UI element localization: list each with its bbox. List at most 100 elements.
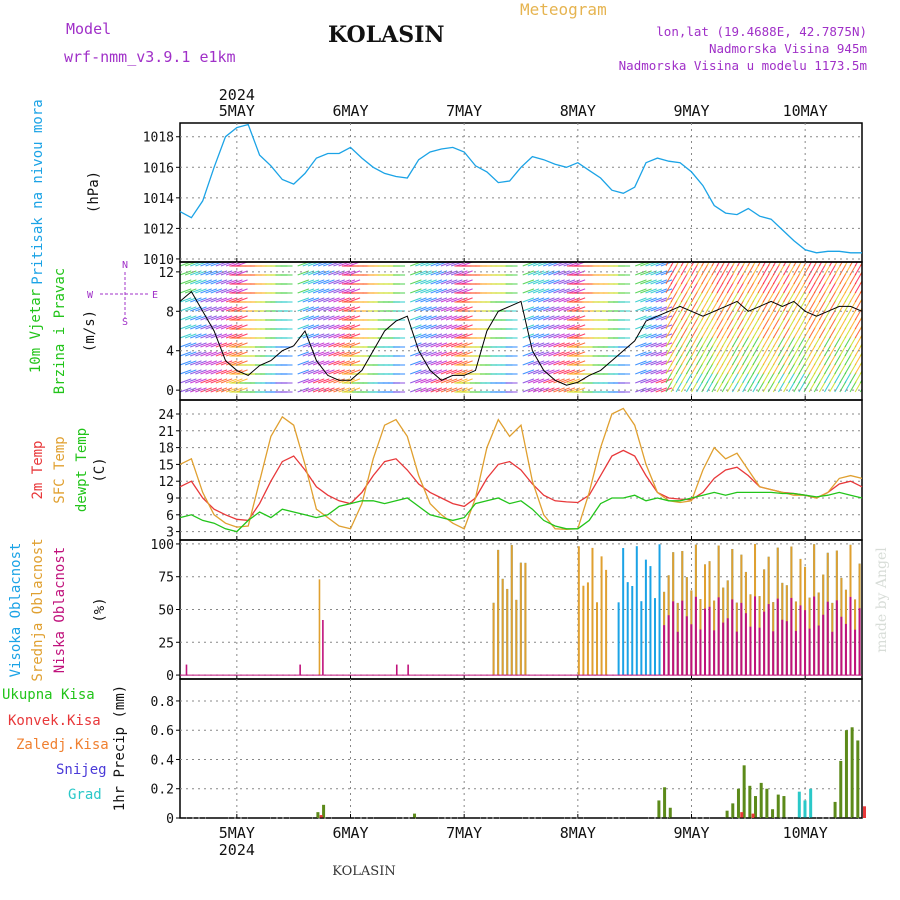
- precip-bar: [771, 809, 775, 818]
- series-line-dewpt-temp: [179, 491, 863, 533]
- cloud-bar: [667, 615, 670, 676]
- cloud-bar: [591, 547, 594, 676]
- cloud-bar: [744, 613, 747, 676]
- wind-unit: (m/s): [82, 310, 98, 352]
- cloud-bar: [694, 596, 697, 676]
- precip-bar: [663, 787, 667, 818]
- model-name: wrf-nmm_v3.9.1 e1km: [64, 48, 236, 66]
- cloud-bar: [735, 631, 738, 676]
- precip-legend-snow: Snijeg: [56, 762, 107, 778]
- y-tick-label: 0.2: [151, 783, 174, 798]
- cloud-bar: [731, 599, 734, 676]
- temp-title-dew: dewpt Temp: [74, 428, 90, 512]
- cloud-bar: [785, 621, 788, 676]
- cloud-bar: [713, 630, 716, 676]
- cloud-bar: [492, 602, 495, 676]
- precip-bar: [668, 807, 672, 818]
- y-tick-label: 1012: [143, 222, 174, 237]
- cloud-bar: [726, 618, 729, 676]
- cloud-bar: [658, 544, 661, 676]
- y-tick-label: 12: [158, 475, 174, 490]
- cloud-bar: [749, 626, 752, 676]
- series-line-2m-temp: [179, 449, 863, 522]
- cloud-bar: [758, 627, 761, 676]
- y-tick-label: 1014: [143, 192, 174, 207]
- cloud-bar: [849, 596, 852, 676]
- station-title: KOLASIN: [328, 22, 445, 48]
- lonlat-label: lon,lat (19.4688E, 42.7875N): [656, 24, 867, 39]
- cloud-bar: [322, 619, 324, 676]
- precip-bar: [856, 740, 860, 818]
- y-tick-label: 8: [166, 305, 174, 320]
- day-label-bottom: 7MAY: [446, 824, 482, 842]
- cloud-bar: [722, 622, 725, 676]
- y-tick-label: 24: [158, 408, 174, 423]
- footer-station: KOLASIN: [332, 864, 395, 879]
- cloud-bar: [506, 588, 509, 676]
- day-label-bottom: 8MAY: [560, 824, 596, 842]
- cloud-bar: [717, 597, 720, 676]
- cloud-bar: [519, 562, 522, 676]
- cloud-bar: [185, 664, 188, 676]
- y-tick-label: 18: [158, 442, 174, 457]
- wind-dir-n: N: [122, 260, 128, 271]
- cloud-bar: [649, 566, 652, 676]
- cloud-bar: [817, 625, 820, 676]
- cloud-bar: [510, 545, 513, 676]
- year-label-top: 2024: [219, 86, 255, 104]
- cloud-bar: [600, 556, 603, 676]
- y-tick-label: 12: [158, 266, 174, 281]
- precip-legend-graupel: Grad: [68, 787, 102, 803]
- precip-legend-frozen: Zaledj.Kisa: [16, 737, 109, 753]
- y-tick-label: 0.6: [151, 724, 174, 739]
- credit-watermark: made by Angel: [874, 547, 890, 653]
- cloud-bar: [754, 596, 757, 676]
- y-tick-label: 25: [158, 636, 174, 651]
- precip-bar: [742, 765, 746, 818]
- model-label: Model: [66, 20, 112, 38]
- panel-frame-precip: [179, 678, 863, 819]
- y-tick-label: 75: [158, 571, 174, 586]
- day-label-bottom: 9MAY: [673, 824, 709, 842]
- cloud-bar: [790, 597, 793, 676]
- wind-subtitle: Brzina i Pravac: [52, 268, 68, 394]
- precip-bar: [782, 796, 786, 818]
- y-tick-label: 3: [166, 526, 174, 541]
- cloud-bar: [799, 605, 802, 676]
- precip-bar: [850, 727, 854, 818]
- y-tick-label: 100: [151, 538, 174, 553]
- day-label-top: 9MAY: [673, 102, 709, 120]
- precip-bar: [776, 794, 780, 818]
- cloud-bar: [690, 624, 693, 676]
- pressure-title: Pritisak na nivou mora: [30, 99, 46, 284]
- cloud-bar: [844, 623, 847, 676]
- y-tick-label: 0: [166, 812, 174, 827]
- y-tick-label: 1010: [143, 253, 174, 268]
- cloud-bar: [685, 616, 688, 676]
- cloud-bar: [395, 664, 398, 676]
- precip-legend-total: Ukupna Kisa: [2, 687, 95, 703]
- precip-bar: [319, 815, 323, 818]
- cloud-bar: [596, 602, 599, 676]
- y-tick-label: 0: [166, 669, 174, 684]
- cloud-bar: [497, 549, 500, 676]
- precip-bar: [759, 782, 763, 818]
- y-tick-label: 21: [158, 425, 174, 440]
- precip-bar: [736, 788, 740, 818]
- cloud-bar: [813, 596, 816, 676]
- wind-dir-w: W: [87, 290, 94, 301]
- precip-bar: [322, 804, 326, 818]
- temp-unit: (C): [92, 457, 108, 482]
- cloud-bar: [515, 599, 518, 676]
- temp-title-sfc: SFC Temp: [52, 436, 68, 503]
- cloud-bar: [776, 598, 779, 676]
- wind-dir-s: S: [122, 317, 128, 328]
- cloud-bar: [299, 664, 301, 676]
- cloud-bar: [582, 585, 585, 676]
- cloud-bar: [577, 546, 580, 676]
- cloud-bar: [804, 610, 807, 676]
- cloud-bar: [740, 602, 743, 676]
- cloud-bar: [653, 598, 656, 676]
- day-label-top: 10MAY: [783, 102, 828, 120]
- cloud-bar: [831, 631, 834, 676]
